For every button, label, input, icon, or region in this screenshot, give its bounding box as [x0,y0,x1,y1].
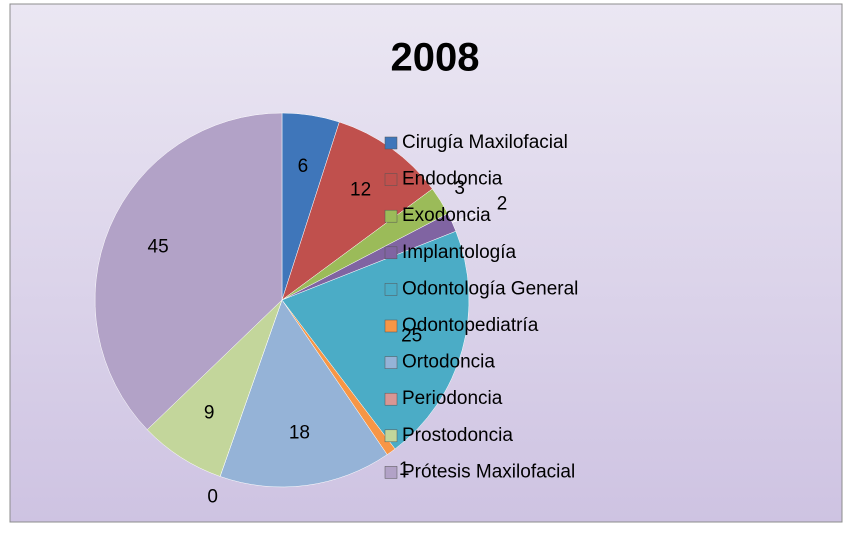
legend-swatch [384,319,398,333]
legend-label: Implantología [402,242,517,263]
legend-label: Odontopediatría [402,315,539,336]
legend-swatch [384,466,398,479]
data-label: 45 [148,236,169,257]
data-label: 9 [204,402,215,423]
data-label: 0 [207,487,218,508]
data-label: 1 [399,459,410,480]
legend-label: Periodoncia [402,388,503,409]
legend-swatch [384,136,398,150]
legend-swatch [384,283,398,296]
pie-slice [94,112,283,430]
legend-swatch [384,392,398,406]
data-label: 3 [454,178,465,199]
legend-label: Cirugía Maxilofacial [402,132,568,153]
legend-swatch [384,246,398,260]
legend-label: Odontología General [402,278,578,299]
data-label: 2 [497,193,508,214]
pie-slice [219,299,388,488]
legend-label: Prótesis Maxilofacial [402,461,575,482]
chart-title: 2008 [391,36,480,80]
legend-swatch [384,209,398,223]
data-label: 6 [298,156,309,177]
data-label: 18 [289,423,310,444]
legend-swatch [384,356,398,369]
legend-label: Exodoncia [402,205,491,226]
legend-label: Prostodoncia [402,425,513,446]
legend-label: Ortodoncia [402,352,495,373]
data-label: 25 [401,325,422,346]
pie-slice [281,230,470,450]
legend-swatch [384,429,398,443]
legend-swatch [384,173,398,186]
legend-label: Endodoncia [402,169,503,190]
data-label: 12 [350,180,371,201]
leader-line [451,209,489,223]
